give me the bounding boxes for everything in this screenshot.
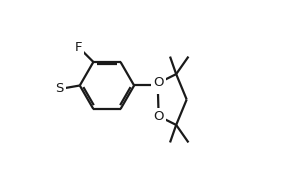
Text: F: F: [75, 41, 82, 54]
Text: O: O: [153, 76, 164, 89]
Text: B: B: [153, 79, 162, 92]
Text: O: O: [153, 110, 164, 123]
Text: S: S: [55, 82, 64, 96]
